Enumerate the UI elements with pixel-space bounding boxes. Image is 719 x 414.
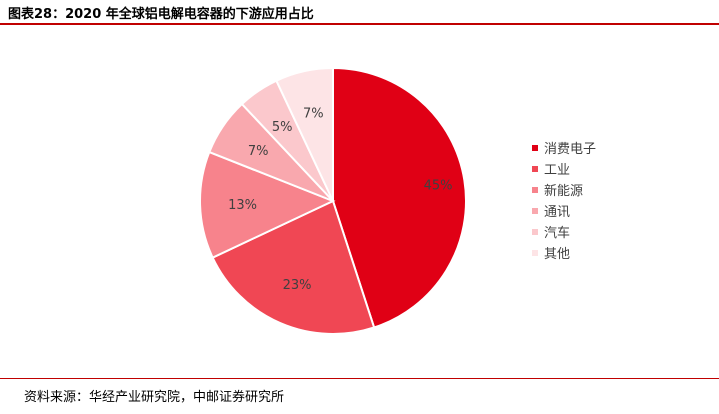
legend-swatch-4	[532, 208, 538, 214]
pie-slice-1	[332, 66, 467, 329]
source-divider	[0, 378, 719, 379]
pie-data-label-5: 5%	[272, 120, 293, 135]
pie-data-label-3: 13%	[228, 198, 257, 213]
legend-label-6: 其他	[544, 247, 570, 262]
source-note: 资料来源：华经产业研究院，中邮证券研究所	[24, 390, 285, 405]
title-bar: 图表28：2020 年全球铝电解电容器的下游应用占比	[0, 0, 719, 25]
legend-label-3: 新能源	[544, 183, 583, 199]
legend-swatch-3	[532, 187, 538, 193]
legend-label-4: 通讯	[544, 205, 570, 220]
legend-swatch-1	[532, 145, 538, 151]
pie-data-label-6: 7%	[303, 107, 324, 122]
page-title: 图表28：2020 年全球铝电解电容器的下游应用占比	[8, 7, 314, 22]
legend-swatch-2	[532, 166, 538, 172]
pie-slice-2	[211, 199, 376, 335]
pie-data-label-2: 23%	[283, 278, 312, 293]
legend-label-2: 工业	[544, 163, 570, 178]
legend-label-5: 汽车	[544, 225, 570, 241]
pie-slice-6	[275, 66, 334, 202]
pie-slices	[199, 66, 467, 335]
legend-swatch-6	[532, 250, 538, 256]
legend-swatch-5	[532, 229, 538, 235]
chart-container: 45% 23% 13% 7% 5% 7% 消费电子 工业 新能源 通讯 汽车 其他	[0, 30, 719, 375]
legend-label-1: 消费电子	[544, 142, 596, 157]
pie-data-label-1: 45%	[424, 178, 453, 193]
pie-data-labels: 45%23%13%7%5%7%	[228, 107, 452, 293]
pie-data-label-4: 7%	[248, 144, 269, 159]
pie-slice-3	[199, 150, 336, 259]
title-divider	[0, 23, 719, 25]
